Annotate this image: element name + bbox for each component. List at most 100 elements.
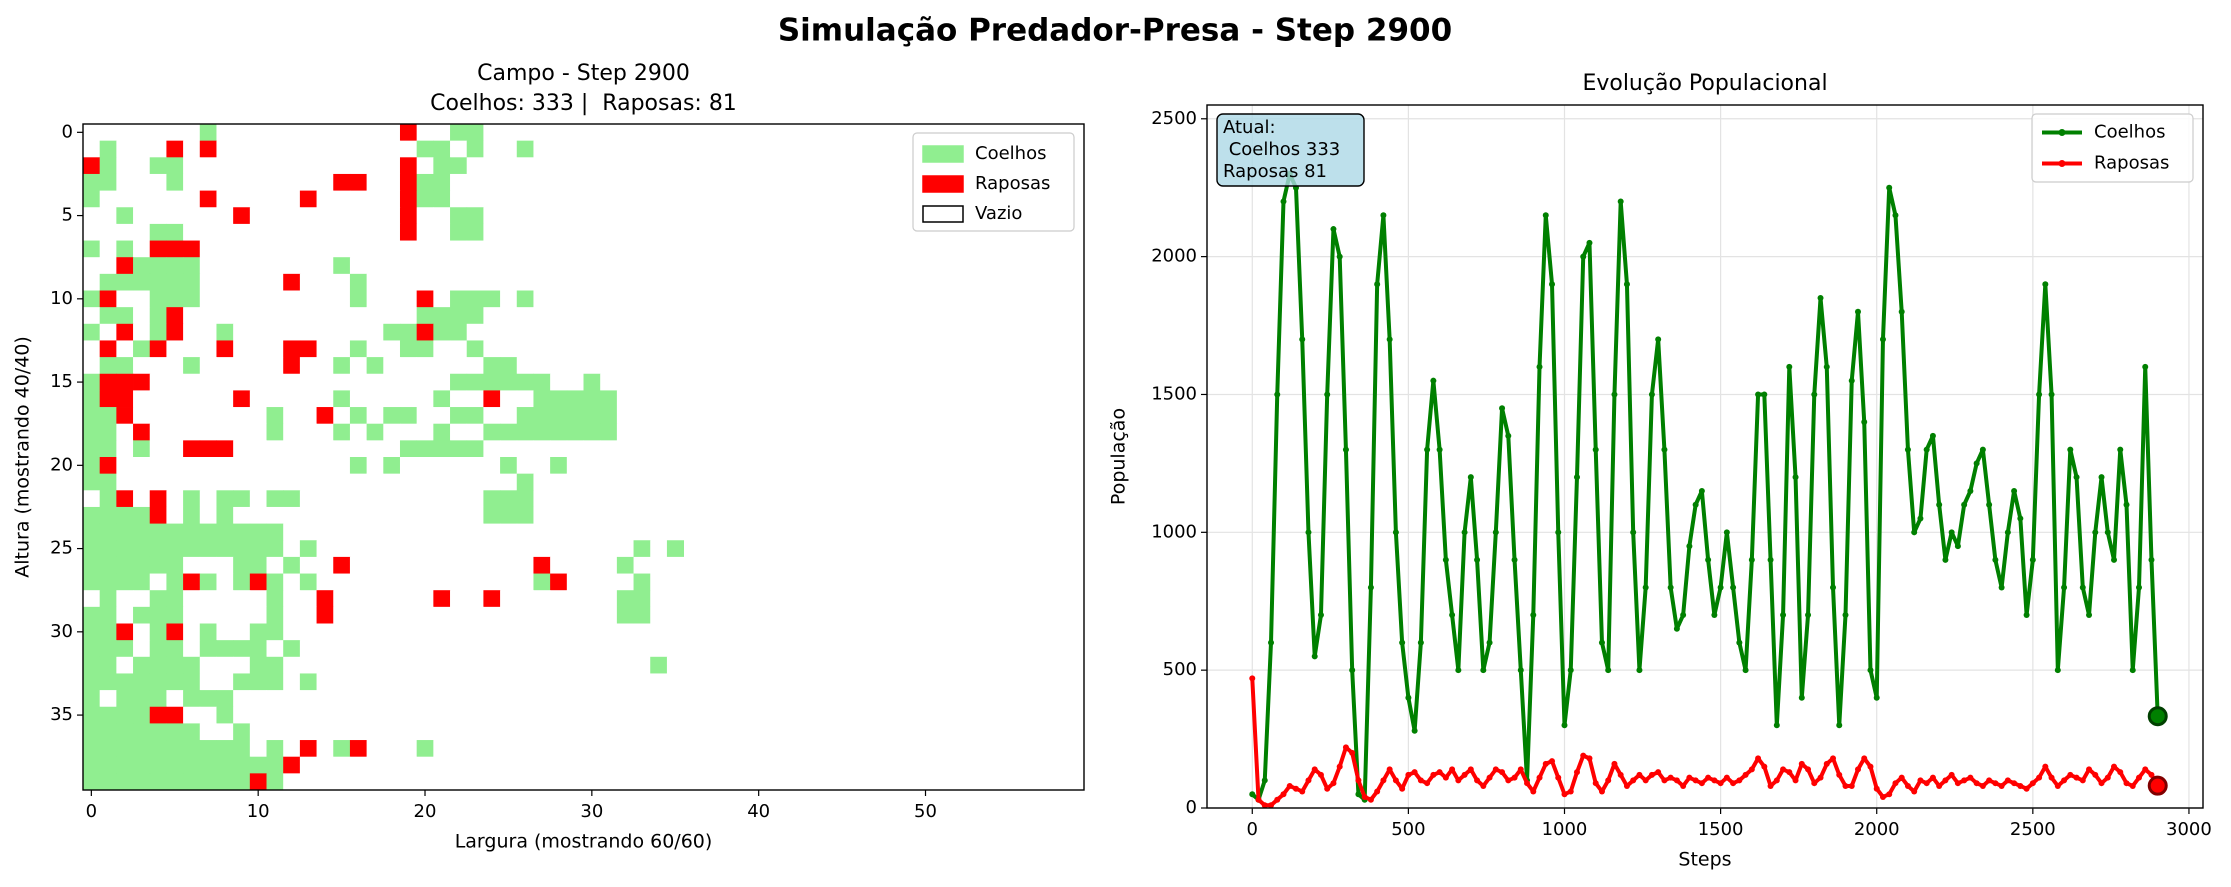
cell	[433, 240, 451, 258]
series-marker	[1592, 446, 1599, 453]
cell	[83, 340, 101, 358]
cell	[233, 340, 251, 358]
cell	[166, 523, 184, 541]
cell	[433, 173, 451, 191]
cell	[566, 323, 584, 341]
cell	[149, 257, 167, 275]
x-tick-label: 500	[1391, 819, 1425, 840]
series-marker	[1811, 391, 1818, 398]
series-marker	[2129, 667, 2136, 674]
series-marker	[2123, 780, 2130, 787]
cell	[416, 307, 434, 325]
series-marker	[2073, 474, 2080, 481]
cell	[433, 323, 451, 341]
cell	[366, 407, 384, 425]
cell	[183, 540, 201, 558]
cell	[583, 756, 601, 774]
cell	[466, 457, 484, 475]
cell	[266, 340, 284, 358]
cell	[116, 673, 134, 691]
cell	[249, 307, 267, 325]
cell	[600, 157, 618, 175]
cell	[349, 157, 368, 175]
cell	[583, 573, 601, 591]
series-marker	[1280, 198, 1287, 205]
cell	[216, 340, 234, 358]
cell	[650, 340, 668, 358]
cell	[650, 523, 668, 541]
cell	[299, 390, 317, 408]
cell	[333, 157, 351, 175]
cell	[333, 556, 351, 574]
cell	[183, 257, 201, 275]
cell	[383, 690, 401, 708]
series-marker	[1911, 529, 1918, 536]
cell	[99, 556, 117, 574]
cell	[216, 240, 234, 258]
series-marker	[2011, 780, 2018, 787]
cell	[349, 207, 368, 225]
series-marker	[1786, 769, 1793, 776]
cell	[399, 290, 418, 308]
cell	[600, 556, 618, 574]
legend-marker	[2058, 160, 2066, 167]
cell	[233, 407, 251, 425]
cell	[616, 124, 634, 142]
cell	[399, 723, 418, 741]
cell	[349, 556, 368, 574]
axes-frame	[1206, 104, 2204, 809]
cell	[450, 273, 468, 291]
cell	[399, 606, 418, 624]
cell	[299, 606, 317, 624]
cell	[399, 273, 418, 291]
series-marker	[2135, 774, 2142, 781]
cell	[366, 124, 384, 142]
cell	[483, 307, 501, 325]
cell	[166, 423, 184, 441]
cell	[283, 490, 301, 508]
cell	[183, 140, 201, 158]
cell	[483, 407, 501, 425]
cell	[349, 457, 368, 475]
cell	[583, 257, 601, 275]
cell	[283, 390, 301, 408]
series-marker	[1311, 766, 1318, 773]
cell	[483, 290, 501, 308]
cell	[616, 190, 634, 208]
cell	[566, 723, 584, 741]
cell	[349, 490, 368, 508]
cell	[299, 207, 317, 225]
cell	[216, 207, 234, 225]
cell	[500, 523, 518, 541]
cell	[500, 307, 518, 325]
cell	[383, 190, 401, 208]
series-marker	[1549, 281, 1556, 288]
cell	[283, 257, 301, 275]
series-marker	[2029, 556, 2036, 563]
cell	[616, 773, 634, 791]
cell	[266, 756, 284, 774]
series-marker	[1917, 515, 1924, 522]
cell	[466, 606, 484, 624]
cell	[133, 390, 151, 408]
cell	[416, 423, 434, 441]
cell	[666, 706, 684, 724]
cell	[316, 173, 334, 191]
series-marker	[1367, 584, 1374, 591]
cell	[233, 656, 251, 674]
series-marker	[1636, 667, 1643, 674]
cell	[483, 190, 501, 208]
cell	[550, 490, 568, 508]
cell	[399, 407, 418, 425]
cell	[650, 407, 668, 425]
cell	[500, 640, 518, 658]
series-marker	[1711, 777, 1718, 784]
cell	[216, 124, 234, 142]
cell	[283, 556, 301, 574]
cell	[516, 340, 534, 358]
cell	[399, 257, 418, 275]
cell	[149, 690, 167, 708]
cell	[333, 773, 351, 791]
cell	[483, 490, 501, 508]
cell	[166, 756, 184, 774]
